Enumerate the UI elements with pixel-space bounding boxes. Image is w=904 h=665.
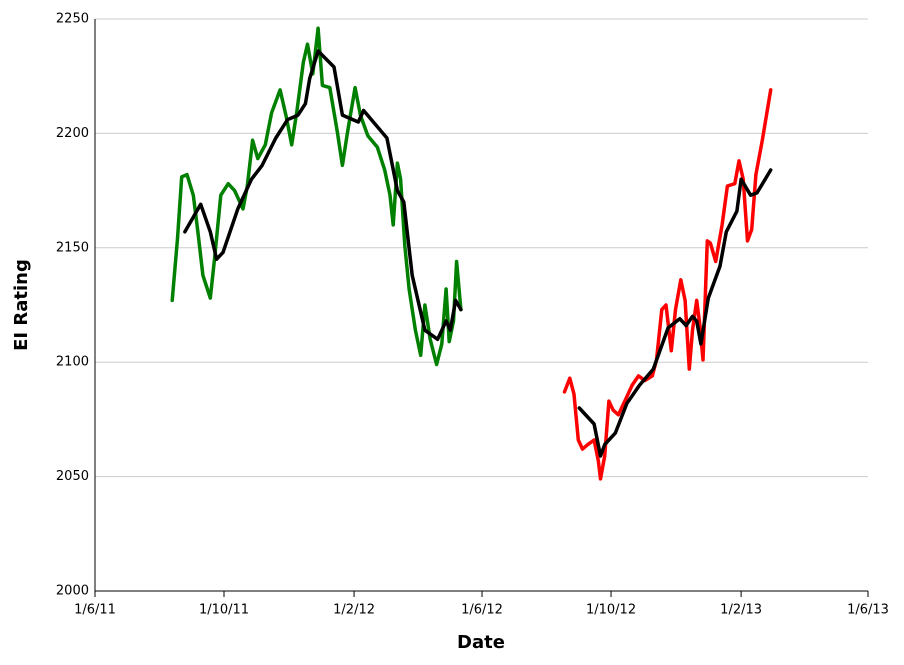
x-tick-label: 1/6/12	[461, 603, 503, 618]
y-tick-label: 2050	[56, 469, 89, 484]
x-tick-label: 1/2/13	[720, 603, 762, 618]
x-tick-label: 1/10/12	[586, 603, 636, 618]
series-line	[170, 26, 463, 367]
series-line	[562, 88, 773, 481]
y-tick-label: 2100	[56, 355, 89, 370]
x-tick-label: 1/6/13	[847, 603, 889, 618]
x-axis-title: Date	[457, 632, 505, 653]
series-line	[183, 49, 463, 342]
y-tick-label: 2250	[56, 12, 89, 27]
x-tick-label: 1/10/11	[199, 603, 249, 618]
series-line	[577, 168, 773, 458]
x-tick-label: 1/6/11	[74, 603, 116, 618]
y-tick-label: 2000	[56, 584, 89, 599]
y-axis-title: EI Rating	[11, 259, 32, 351]
y-tick-label: 2200	[56, 126, 89, 141]
x-tick-label: 1/2/12	[333, 603, 375, 618]
y-tick-label: 2150	[56, 240, 89, 255]
